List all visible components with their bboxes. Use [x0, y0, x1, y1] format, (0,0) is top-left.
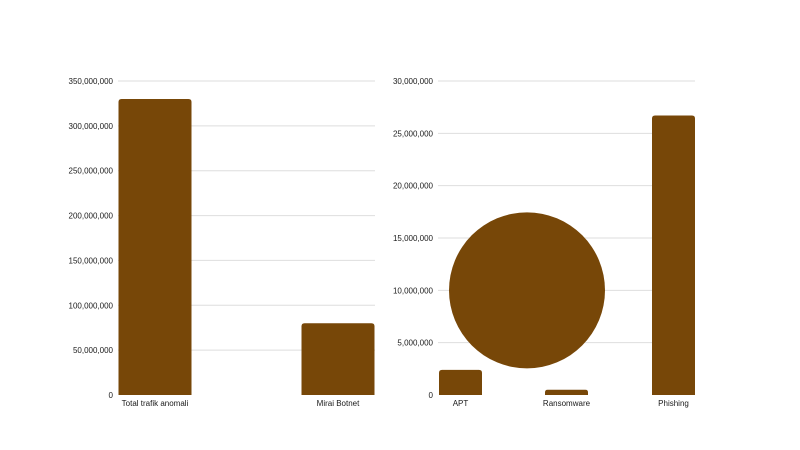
- y-tick-label: 10,000,000: [393, 286, 434, 295]
- bar: [118, 98, 192, 395]
- bar: [439, 369, 482, 395]
- y-tick-label: 350,000,000: [69, 77, 114, 86]
- y-tick-label: 25,000,000: [393, 129, 434, 138]
- y-tick-label: 300,000,000: [69, 122, 114, 131]
- bar: [545, 389, 588, 395]
- y-tick-label: 20,000,000: [393, 182, 434, 191]
- y-tick-label: 150,000,000: [69, 256, 114, 265]
- x-tick-label: Phishing: [658, 399, 689, 408]
- x-tick-label: Mirai Botnet: [317, 399, 360, 408]
- x-tick-label: Total trafik anomali: [122, 399, 189, 408]
- y-tick-label: 30,000,000: [393, 77, 434, 86]
- y-tick-label: 15,000,000: [393, 234, 434, 243]
- y-tick-label: 100,000,000: [69, 301, 114, 310]
- y-tick-label: 50,000,000: [73, 346, 114, 355]
- bar: [652, 115, 695, 395]
- bar: [301, 323, 375, 395]
- y-tick-label: 5,000,000: [397, 339, 433, 348]
- x-tick-label: APT: [453, 399, 469, 408]
- x-tick-label: Ransomware: [543, 399, 591, 408]
- overlay-circle: [449, 212, 605, 369]
- y-tick-label: 0: [109, 391, 114, 400]
- y-tick-label: 250,000,000: [69, 167, 114, 176]
- y-tick-label: 200,000,000: [69, 212, 114, 221]
- y-tick-label: 0: [429, 391, 434, 400]
